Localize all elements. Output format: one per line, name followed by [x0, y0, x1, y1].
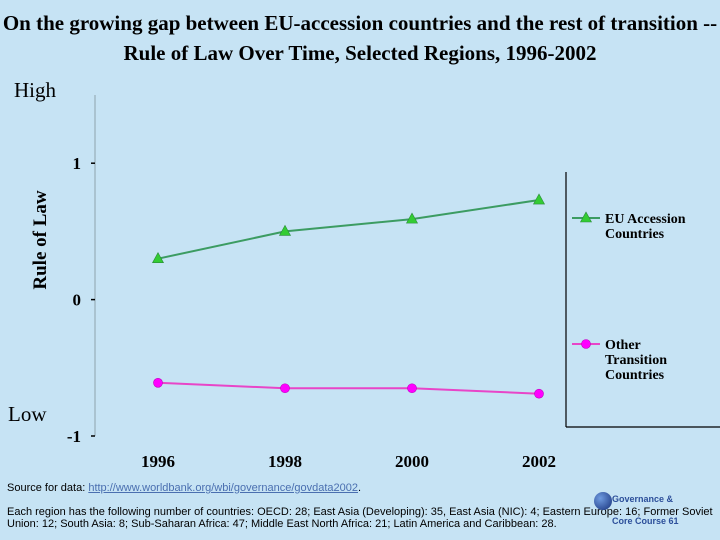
data-point: [532, 193, 546, 205]
legend-label: Countries: [605, 368, 665, 383]
legend-marker: [581, 339, 591, 349]
series-line: [157, 199, 540, 260]
x-tick-label: 2002: [522, 452, 556, 471]
data-point: [151, 252, 165, 263]
legend-label: Countries: [605, 227, 665, 242]
data-point: [405, 212, 419, 224]
data-point: [280, 383, 290, 394]
high-label: High: [14, 78, 56, 102]
badge-title: Governance &: [612, 494, 674, 504]
data-point: [153, 378, 163, 388]
source-line: Source for data: http://www.worldbank.or…: [7, 482, 361, 494]
y-tick-label: -1: [67, 427, 81, 446]
source-prefix: Source for data:: [7, 482, 89, 494]
low-label: Low: [8, 402, 47, 426]
y-tick-label: 0: [73, 291, 82, 310]
source-link[interactable]: http://www.worldbank.org/wbi/governance/…: [88, 482, 358, 494]
legend-marker: [579, 211, 593, 223]
y-tick-label: 1: [73, 154, 82, 173]
source-suffix: .: [358, 482, 362, 494]
badge-course: Core Course 61: [612, 516, 679, 526]
legend-label: Other: [605, 338, 641, 353]
x-tick-label: 1998: [268, 452, 302, 471]
data-point: [534, 388, 544, 399]
globe-icon: [594, 492, 612, 510]
country-count-note: Each region has the following number of …: [7, 506, 713, 530]
data-point: [278, 224, 292, 236]
course-badge: Governance & Core Course 61: [594, 492, 718, 536]
x-tick-label: 1996: [141, 452, 175, 471]
series-line: [157, 381, 540, 395]
x-tick-label: 2000: [395, 452, 429, 471]
data-point: [407, 383, 417, 394]
slide-title: On the growing gap between EU-accession …: [2, 11, 718, 65]
legend-label: EU Accession: [605, 212, 686, 227]
legend-label: Transition: [605, 353, 667, 368]
